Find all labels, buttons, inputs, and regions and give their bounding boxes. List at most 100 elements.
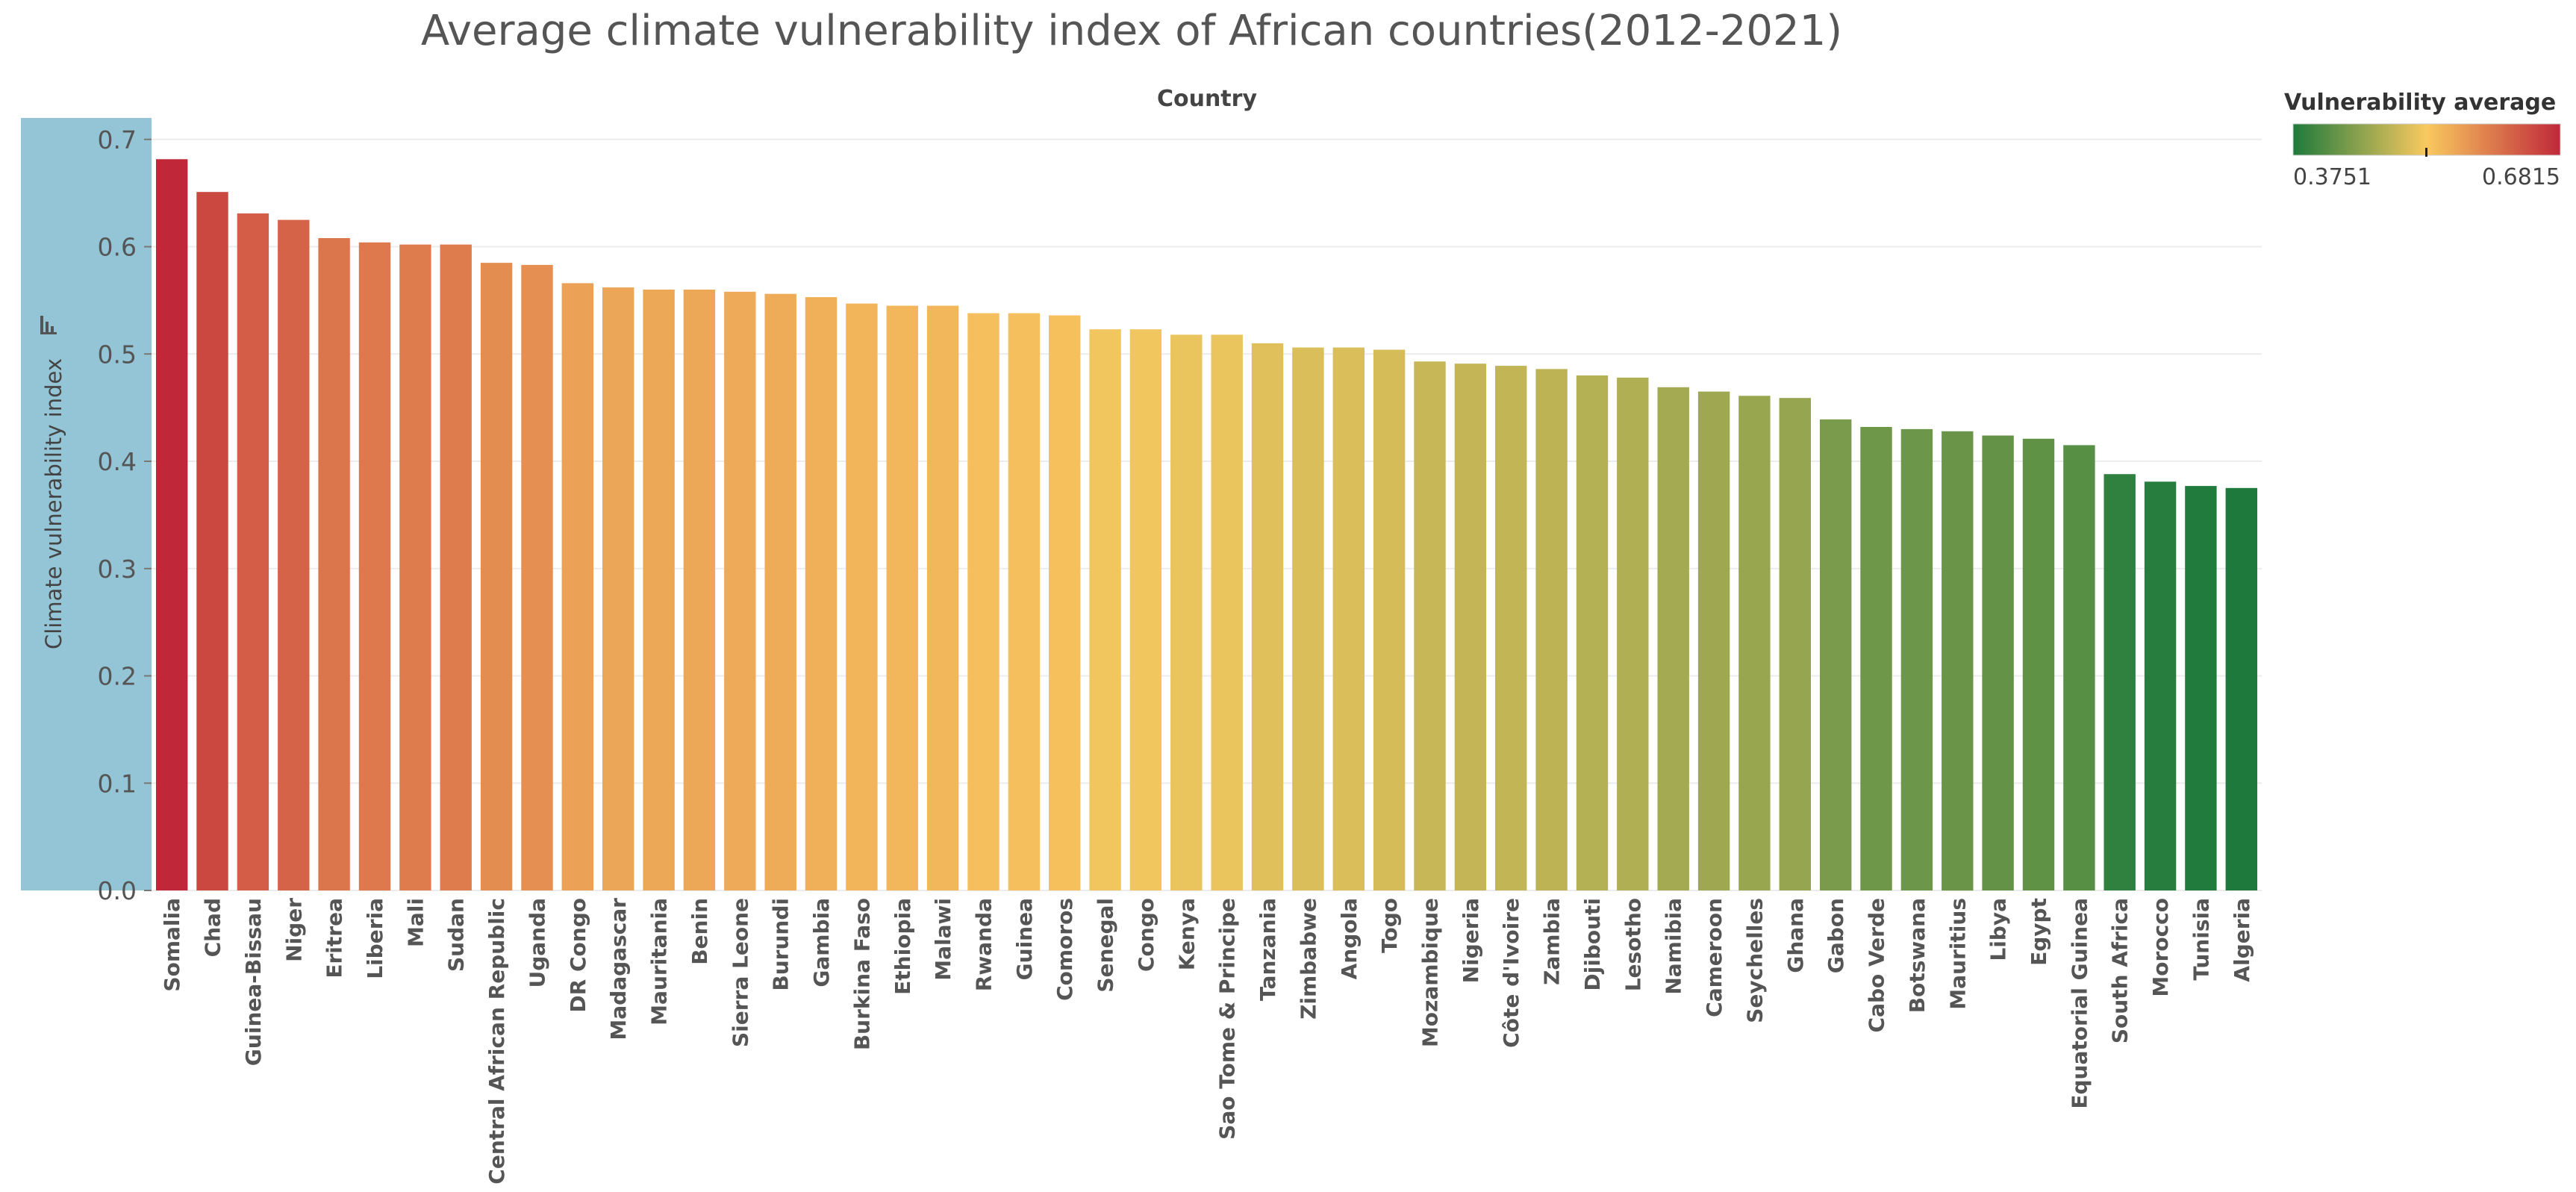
legend-max-label: 0.6815 [2482, 164, 2560, 190]
bar-congo[interactable] [1129, 329, 1162, 890]
bar-mauritania[interactable] [643, 290, 675, 890]
bar-djibouti[interactable] [1576, 375, 1609, 890]
bar-algeria[interactable] [2225, 487, 2257, 890]
y-tick-label: 0.0 [98, 876, 137, 905]
y-tick-label: 0.5 [98, 340, 137, 369]
bar-guinea-bissau[interactable] [237, 213, 269, 890]
x-tick-label: Togo [1377, 898, 1402, 953]
x-tick-label: Morocco [2148, 898, 2173, 997]
legend-min-label: 0.3751 [2293, 164, 2371, 190]
bar-ethiopia[interactable] [886, 305, 918, 891]
legend-title: Vulnerability average [2284, 90, 2556, 116]
x-tick-label: Cabo Verde [1865, 898, 1889, 1032]
bar-malawi[interactable] [926, 305, 959, 891]
bar-niger[interactable] [278, 219, 310, 891]
bar-tanzania[interactable] [1251, 343, 1284, 890]
bar-central-african-republic[interactable] [480, 263, 513, 891]
x-tick-label: Botswana [1905, 898, 1930, 1013]
bar-zambia[interactable] [1535, 369, 1568, 890]
bar-botswana[interactable] [1900, 428, 1933, 890]
bar-sudan[interactable] [440, 244, 472, 891]
bar-nigeria[interactable] [1454, 363, 1487, 890]
x-tick-label: Congo [1134, 898, 1158, 972]
bar-seychelles[interactable] [1738, 396, 1771, 890]
column-header: Country [1157, 86, 1257, 112]
x-tick-label: Mozambique [1418, 898, 1443, 1047]
x-tick-label: Gabon [1824, 898, 1848, 973]
bar-gabon[interactable] [1820, 419, 1852, 890]
x-tick-label: DR Congo [566, 898, 590, 1013]
bar-angola[interactable] [1332, 347, 1365, 891]
bar-zimbabwe[interactable] [1292, 347, 1324, 891]
sort-icon[interactable] [40, 316, 57, 334]
x-tick-label: Kenya [1174, 898, 1199, 970]
bar-sao-tome-principe[interactable] [1211, 334, 1243, 890]
x-tick-label: Senegal [1094, 898, 1118, 993]
x-tick-label: Namibia [1662, 898, 1686, 995]
x-tick-label: Niger [281, 898, 306, 962]
x-tick-label: Burkina Faso [849, 898, 874, 1050]
x-tick-label: Malawi [931, 898, 955, 981]
x-tick-label: Seychelles [1742, 898, 1767, 1023]
x-tick-label: Somalia [160, 898, 184, 992]
bar-tunisia[interactable] [2185, 486, 2217, 890]
bar-chad[interactable] [196, 192, 228, 890]
bar-guinea[interactable] [1008, 313, 1041, 891]
bar-eritrea[interactable] [318, 238, 350, 890]
chart-title: Average climate vulnerability index of A… [421, 7, 1842, 55]
bar-mali[interactable] [399, 244, 431, 891]
bar-uganda[interactable] [521, 264, 553, 890]
bar-namibia[interactable] [1657, 387, 1689, 890]
bar-gambia[interactable] [805, 297, 838, 891]
x-tick-label: Djibouti [1580, 898, 1605, 991]
bar-c-te-d-ivoire[interactable] [1495, 366, 1527, 891]
x-tick-label: Equatorial Guinea [2067, 898, 2092, 1109]
x-tick-label: Egypt [2027, 898, 2051, 966]
bar-lesotho[interactable] [1617, 377, 1649, 890]
x-tick-label: Libya [1986, 898, 2011, 961]
bar-morocco[interactable] [2144, 481, 2177, 890]
bar-egypt[interactable] [2022, 438, 2055, 890]
x-tick-label: Liberia [363, 898, 387, 979]
bar-cabo-verde[interactable] [1860, 427, 1892, 890]
bar-kenya[interactable] [1170, 334, 1203, 890]
bar-south-africa[interactable] [2103, 474, 2136, 890]
bar-somalia[interactable] [156, 159, 188, 891]
bar-ghana[interactable] [1779, 398, 1811, 890]
y-axis-label: Climate vulnerability index [41, 358, 66, 649]
x-tick-label: Mauritania [647, 898, 672, 1026]
y-tick-label: 0.2 [98, 662, 137, 691]
bar-dr-congo[interactable] [561, 283, 593, 890]
bar-burkina-faso[interactable] [846, 303, 878, 890]
x-tick-label: Algeria [2230, 898, 2254, 982]
bar-libya[interactable] [1982, 435, 2014, 891]
bar-madagascar[interactable] [602, 287, 634, 891]
bar-benin[interactable] [683, 290, 716, 890]
bar-senegal[interactable] [1089, 329, 1121, 890]
x-tick-label: Comoros [1052, 898, 1077, 1001]
x-tick-label: Tanzania [1256, 898, 1280, 1001]
bar-togo[interactable] [1373, 349, 1406, 891]
x-tick-label: Sao Tome & Principe [1215, 898, 1240, 1140]
y-axis-ticks: 0.0 0.1 0.2 0.3 0.4 0.5 0.6 0.7 [98, 125, 152, 905]
x-tick-label: Rwanda [972, 898, 997, 991]
bar-mauritius[interactable] [1942, 431, 1974, 891]
x-tick-label: Mali [403, 898, 428, 947]
x-tick-label: South Africa [2108, 898, 2133, 1043]
y-tick-label: 0.6 [98, 233, 137, 262]
bar-rwanda[interactable] [967, 313, 999, 891]
bar-mozambique[interactable] [1414, 361, 1446, 890]
bar-cameroon[interactable] [1697, 391, 1730, 890]
x-tick-label: Madagascar [606, 898, 631, 1040]
x-tick-label: Nigeria [1459, 898, 1483, 983]
x-tick-label: Guinea [1012, 898, 1037, 980]
x-tick-label: Mauritius [1945, 898, 1970, 1010]
bar-comoros[interactable] [1049, 315, 1081, 891]
bar-burundi[interactable] [764, 293, 796, 890]
x-tick-label: Côte d'Ivoire [1499, 898, 1524, 1048]
bar-equatorial-guinea[interactable] [2063, 445, 2095, 890]
y-axis-highlight[interactable] [21, 118, 152, 890]
bar-liberia[interactable] [358, 242, 391, 891]
bar-sierra-leone[interactable] [724, 291, 756, 890]
